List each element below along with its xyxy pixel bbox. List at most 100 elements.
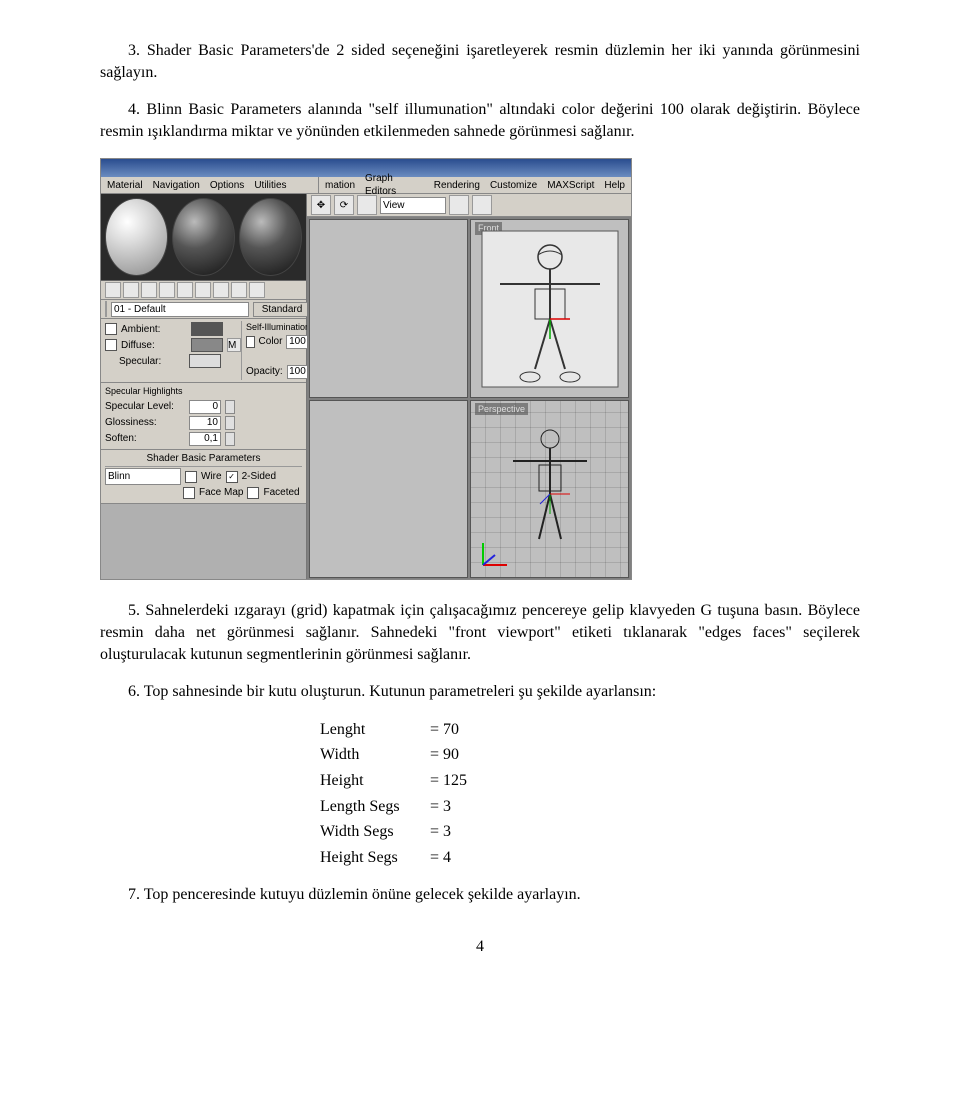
material-slots: [101, 194, 306, 281]
page-number: 4: [100, 936, 860, 958]
param-label: Width: [320, 744, 430, 766]
diffuse-label: Diffuse:: [121, 339, 187, 353]
param-row: Width Segs = 3: [320, 821, 860, 843]
specular-highlights-panel: Specular Highlights Specular Level: 0 Glo…: [101, 383, 306, 450]
soften-label: Soften:: [105, 432, 185, 446]
map-button[interactable]: M: [227, 338, 241, 352]
main-toolbar: ✥ ⟳ View: [307, 194, 631, 217]
specular-highlights-title: Specular Highlights: [105, 385, 302, 397]
param-row: Length Segs = 3: [320, 796, 860, 818]
diffuse-swatch[interactable]: [191, 338, 223, 352]
paragraph-4: 4. Blinn Basic Parameters alanında "self…: [100, 99, 860, 142]
material-name-row: [101, 300, 306, 319]
material-slot[interactable]: [172, 198, 235, 276]
material-slot[interactable]: [239, 198, 302, 276]
menu-item[interactable]: MAXScript: [547, 179, 594, 193]
twosided-checkbox[interactable]: ✓: [226, 471, 238, 483]
blinn-basic-panel: Ambient: Diffuse:M Specular: Self-Illumi…: [101, 319, 306, 382]
spec-level-label: Specular Level:: [105, 400, 185, 414]
menu-item[interactable]: Utilities: [254, 179, 286, 193]
menu-item[interactable]: Options: [210, 179, 244, 193]
facemap-checkbox[interactable]: [183, 487, 195, 499]
param-value: = 3: [430, 821, 451, 843]
glossiness-label: Glossiness:: [105, 416, 185, 430]
tool-icon[interactable]: [213, 282, 229, 298]
viewport-label: Perspective: [475, 403, 528, 415]
shader-dropdown[interactable]: [105, 468, 181, 485]
menu-item[interactable]: mation: [325, 179, 355, 193]
coord-dropdown[interactable]: View: [380, 197, 446, 214]
opacity-value[interactable]: 100: [287, 365, 309, 379]
param-row: Lenght = 70: [320, 719, 860, 741]
tool-icon[interactable]: [195, 282, 211, 298]
menu-item[interactable]: Help: [604, 179, 625, 193]
tool-icon[interactable]: [449, 195, 469, 215]
tool-icon[interactable]: [472, 195, 492, 215]
material-toolbar: [101, 281, 306, 300]
spec-level-value[interactable]: 0: [189, 400, 221, 414]
ambient-swatch[interactable]: [191, 322, 223, 336]
shader-basic-title: Shader Basic Parameters: [105, 452, 302, 467]
tool-icon[interactable]: [141, 282, 157, 298]
viewport-perspective[interactable]: Perspective: [470, 400, 629, 579]
viewport-area: ✥ ⟳ View Front: [307, 194, 631, 580]
viewport-top[interactable]: [309, 219, 468, 398]
menu-bar-right: mation Graph Editors Rendering Customize…: [319, 177, 631, 194]
param-row: Width = 90: [320, 744, 860, 766]
scale-icon[interactable]: [357, 195, 377, 215]
tool-icon[interactable]: [105, 282, 121, 298]
paragraph-6: 6. Top sahnesinde bir kutu oluşturun. Ku…: [100, 681, 860, 703]
box-parameters: Lenght = 70 Width = 90 Height = 125 Leng…: [320, 719, 860, 869]
paragraph-5: 5. Sahnelerdeki ızgarayı (grid) kapatmak…: [100, 600, 860, 665]
param-value: = 3: [430, 796, 451, 818]
wire-label: Wire: [201, 470, 222, 484]
material-name-input[interactable]: [111, 302, 249, 317]
param-value: = 70: [430, 719, 459, 741]
material-slot[interactable]: [105, 198, 168, 276]
color-checkbox[interactable]: [246, 336, 255, 348]
param-label: Width Segs: [320, 821, 430, 843]
tool-icon[interactable]: [159, 282, 175, 298]
faceted-checkbox[interactable]: [247, 487, 259, 499]
color-value[interactable]: 100: [286, 335, 308, 349]
ambient-lock-icon[interactable]: [105, 323, 117, 335]
param-row: Height = 125: [320, 770, 860, 792]
color-label: Color: [259, 335, 283, 349]
menu-item[interactable]: Customize: [490, 179, 537, 193]
tool-icon[interactable]: [177, 282, 193, 298]
menu-item[interactable]: Material: [107, 179, 143, 193]
wire-checkbox[interactable]: [185, 471, 197, 483]
soften-value[interactable]: 0,1: [189, 432, 221, 446]
menu-item[interactable]: Navigation: [153, 179, 200, 193]
spinner-icon[interactable]: [225, 400, 235, 414]
param-value: = 4: [430, 847, 451, 869]
diffuse-lock-icon[interactable]: [105, 339, 117, 351]
character-front-icon: [480, 229, 620, 389]
param-row: Height Segs = 4: [320, 847, 860, 869]
tool-icon[interactable]: [123, 282, 139, 298]
picker-icon[interactable]: [105, 301, 107, 317]
tool-icon[interactable]: [231, 282, 247, 298]
spinner-icon[interactable]: [225, 432, 235, 446]
screenshot: Material Navigation Options Utilities ma…: [100, 158, 632, 580]
material-type-button[interactable]: [253, 302, 311, 317]
viewport-front[interactable]: Front: [470, 219, 629, 398]
glossiness-value[interactable]: 10: [189, 416, 221, 430]
paragraph-7: 7. Top penceresinde kutuyu düzlemin önün…: [100, 884, 860, 906]
axis-tripod-icon: [475, 533, 515, 573]
specular-swatch[interactable]: [189, 354, 221, 368]
spinner-icon[interactable]: [225, 416, 235, 430]
menu-item[interactable]: Rendering: [434, 179, 480, 193]
opacity-label: Opacity:: [246, 365, 283, 379]
shader-basic-panel: Shader Basic Parameters Wire ✓2-Sided Fa…: [101, 450, 306, 504]
param-value: = 90: [430, 744, 459, 766]
viewport-left[interactable]: [309, 400, 468, 579]
screenshot-figure: Material Navigation Options Utilities ma…: [100, 158, 860, 580]
faceted-label: Faceted: [263, 486, 299, 500]
move-icon[interactable]: ✥: [311, 195, 331, 215]
rotate-icon[interactable]: ⟳: [334, 195, 354, 215]
paragraph-3: 3. Shader Basic Parameters'de 2 sided se…: [100, 40, 860, 83]
ambient-label: Ambient:: [121, 323, 187, 337]
material-editor-panel: Ambient: Diffuse:M Specular: Self-Illumi…: [101, 194, 307, 580]
tool-icon[interactable]: [249, 282, 265, 298]
